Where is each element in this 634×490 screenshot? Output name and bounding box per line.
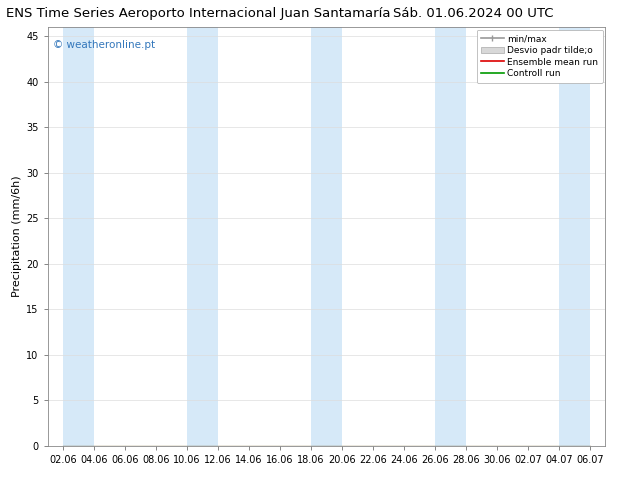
Bar	[559, 27, 590, 446]
Bar	[187, 27, 218, 446]
Legend: min/max, Desvio padr tilde;o, Ensemble mean run, Controll run: min/max, Desvio padr tilde;o, Ensemble m…	[477, 30, 603, 83]
Text: ENS Time Series Aeroporto Internacional Juan Santamaría: ENS Time Series Aeroporto Internacional …	[6, 7, 391, 21]
Text: Sáb. 01.06.2024 00 UTC: Sáb. 01.06.2024 00 UTC	[393, 7, 553, 21]
Y-axis label: Precipitation (mm/6h): Precipitation (mm/6h)	[12, 175, 22, 297]
Text: © weatheronline.pt: © weatheronline.pt	[53, 40, 155, 49]
Bar	[311, 27, 342, 446]
Bar	[63, 27, 94, 446]
Bar	[435, 27, 466, 446]
